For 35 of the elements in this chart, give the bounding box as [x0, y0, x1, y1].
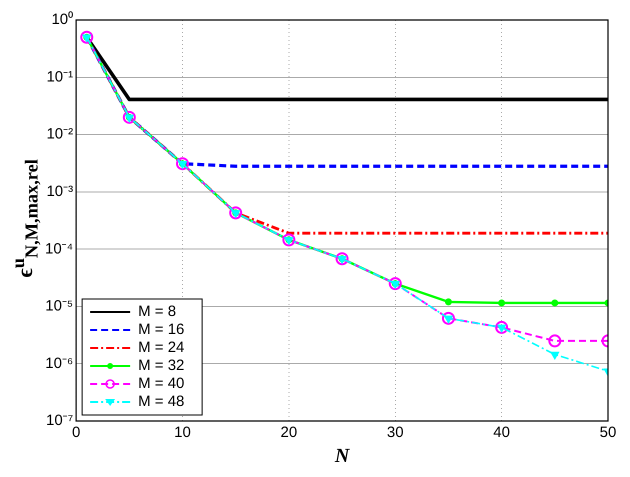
x-tick-label: 10 [174, 424, 191, 442]
x-axis-title: N [334, 445, 351, 468]
y-tick-label: 10⁻⁶ [45, 354, 74, 372]
x-tick-label: 20 [280, 424, 298, 442]
x-tick-label: 30 [386, 424, 404, 442]
point [498, 299, 506, 306]
y-tick-label: 10⁻² [46, 126, 74, 143]
y-tick-label: 10⁰ [51, 11, 74, 28]
legend-label: M = 40 [138, 375, 184, 392]
point [388, 277, 402, 290]
y-tick-label: 10⁻⁴ [44, 240, 74, 258]
point [444, 298, 452, 306]
x-tick-label: 40 [493, 424, 510, 442]
point [495, 320, 508, 334]
x-tick-label: 0 [72, 424, 80, 442]
point [336, 252, 349, 266]
y-tick-label: 10⁻⁵ [45, 298, 74, 315]
legend-label: M = 24 [138, 339, 184, 356]
point [80, 30, 94, 44]
point [229, 206, 242, 220]
point [551, 299, 558, 306]
x-tick-label: 50 [600, 424, 616, 442]
legend-label: M = 32 [138, 357, 184, 374]
point [550, 352, 560, 360]
point [548, 334, 562, 348]
y-tick-label: 10⁻⁷ [46, 412, 74, 430]
legend-label: M = 8 [138, 303, 176, 320]
point [442, 312, 455, 325]
y-tick-label: 10⁻¹ [46, 68, 74, 86]
point [282, 233, 296, 246]
legend-label: M = 48 [138, 393, 184, 410]
point [176, 157, 190, 170]
point [122, 110, 136, 124]
y-tick-label: 10⁻³ [46, 183, 74, 200]
legend-label: M = 16 [138, 321, 184, 338]
